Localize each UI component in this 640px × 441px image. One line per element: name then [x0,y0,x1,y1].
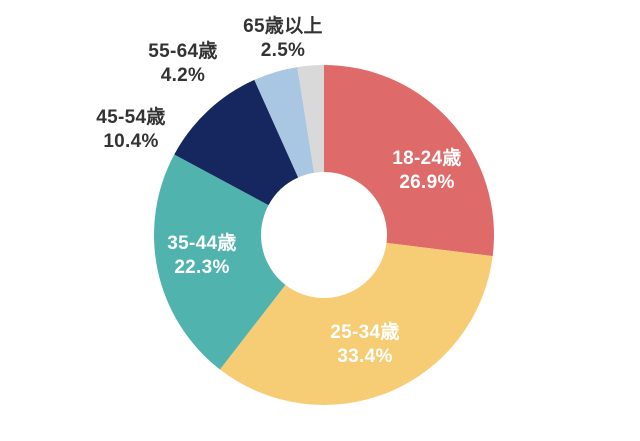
donut-slice-5 [297,65,324,173]
donut-slice-4 [254,67,315,178]
donut-slice-2 [153,154,286,370]
donut-slice-1 [219,242,493,406]
donut-slice-3 [174,79,299,206]
donut-slice-0 [324,65,495,257]
